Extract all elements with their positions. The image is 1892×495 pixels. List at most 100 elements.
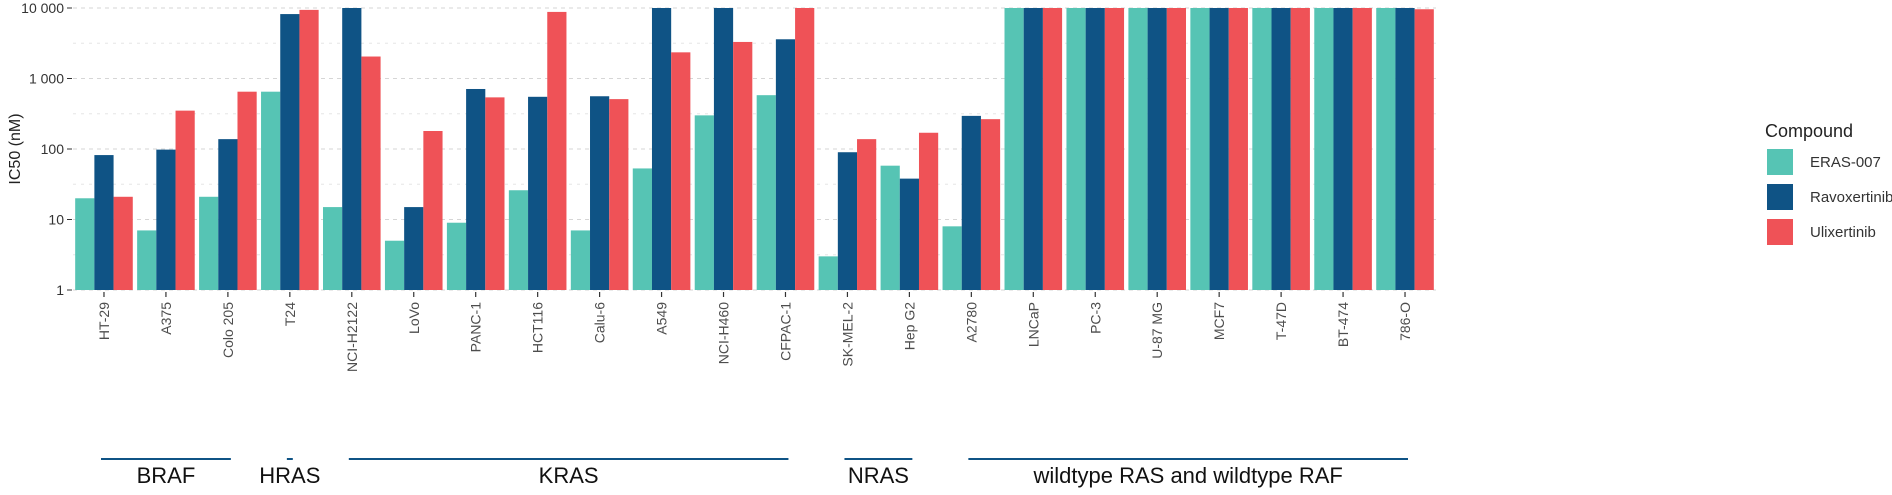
legend-swatch [1767, 219, 1793, 245]
bar-ulixertinib-t24 [299, 9, 319, 290]
bar-eras-007-786-o [1376, 8, 1396, 290]
bar-ravoxertinib-colo-205 [218, 139, 238, 290]
bar-eras-007-cfpac-1 [756, 95, 776, 290]
bar-ravoxertinib-panc-1 [466, 88, 486, 290]
bar-ulixertinib-pc-3 [1104, 8, 1125, 290]
y-axis-title: IC50 (nM) [7, 113, 24, 184]
x-tick-label: PC-3 [1087, 302, 1103, 334]
x-tick-label: A375 [158, 302, 174, 335]
group-label: wildtype RAS and wildtype RAF [1033, 463, 1343, 488]
legend-label: Ravoxertinib [1810, 189, 1892, 206]
x-tick-label: SK-MEL-2 [839, 302, 855, 367]
bar-ulixertinib-nci-h2122 [361, 56, 381, 291]
bar-eras-007-pc-3 [1066, 8, 1086, 290]
bar-eras-007-hct116 [508, 190, 529, 290]
bars-layer [75, 8, 1434, 291]
bar-ulixertinib-nci-h460 [733, 41, 753, 291]
y-tick-label: 100 [41, 141, 65, 157]
bar-ravoxertinib-mcf7 [1209, 8, 1229, 290]
bar-ulixertinib-hct116 [547, 11, 567, 291]
bar-eras-007-nci-h460 [694, 115, 714, 291]
bar-ravoxertinib-sk-mel-2 [837, 152, 858, 290]
bar-eras-007-hep-g2 [880, 165, 900, 290]
bar-eras-007-sk-mel-2 [818, 256, 838, 290]
y-tick-label: 1 000 [29, 71, 64, 87]
bar-ulixertinib-sk-mel-2 [857, 139, 877, 290]
bar-eras-007-t24 [261, 91, 281, 290]
bar-ravoxertinib-lovo [404, 207, 424, 290]
legend-title: Compound [1765, 121, 1853, 141]
bar-ulixertinib-hep-g2 [918, 132, 939, 290]
bar-ravoxertinib-ht-29 [94, 155, 114, 290]
bar-ulixertinib-a375 [175, 110, 195, 290]
y-tick-label: 10 000 [21, 0, 64, 16]
bar-eras-007-lovo [384, 240, 405, 290]
bar-eras-007-u-87-mg [1128, 8, 1148, 290]
bar-ravoxertinib-pc-3 [1085, 8, 1105, 290]
group-label: NRAS [848, 463, 909, 488]
bar-ravoxertinib-a549 [651, 8, 672, 290]
bar-ravoxertinib-nci-h460 [713, 8, 734, 290]
x-tick-label: Calu-6 [592, 302, 608, 343]
x-tick-label: HT-29 [96, 302, 112, 340]
bar-ulixertinib-colo-205 [237, 91, 257, 290]
bar-ulixertinib-t-47d [1290, 8, 1310, 290]
bar-ravoxertinib-a375 [156, 149, 176, 290]
x-tick-label: Hep G2 [901, 302, 917, 350]
legend-label: Ulixertinib [1810, 224, 1876, 241]
bar-eras-007-bt-474 [1314, 8, 1334, 290]
bar-ulixertinib-calu-6 [609, 99, 629, 290]
legend-layer: Compound ERAS-007 Ravoxertinib Ulixertinib [1765, 121, 1892, 245]
bar-ravoxertinib-786-o [1395, 8, 1415, 290]
bar-ulixertinib-a2780 [980, 119, 1001, 290]
group-label: HRAS [259, 463, 320, 488]
x-tick-label: 786-O [1397, 302, 1413, 341]
bar-ravoxertinib-lncap [1023, 8, 1043, 290]
x-tick-label: U-87 MG [1149, 302, 1165, 359]
bar-eras-007-nci-h2122 [322, 207, 343, 290]
x-tick-label: HCT116 [530, 302, 546, 353]
bar-eras-007-t-47d [1252, 8, 1272, 290]
bar-ulixertinib-bt-474 [1352, 8, 1372, 290]
bar-ravoxertinib-nci-h2122 [342, 8, 362, 290]
bar-ulixertinib-u-87-mg [1166, 8, 1187, 290]
bar-ulixertinib-panc-1 [485, 97, 505, 290]
bar-eras-007-calu-6 [570, 230, 591, 290]
bar-ulixertinib-lncap [1042, 8, 1063, 290]
x-tick-label: A2780 [963, 302, 979, 343]
axis-layer: 1 10 100 1 000 10 000 HT-29 A375 Colo 205 T24 NCI… [7, 0, 1413, 372]
x-tick-label: Colo 205 [220, 302, 236, 358]
bar-eras-007-a2780 [942, 226, 962, 290]
bar-ulixertinib-786-o [1414, 9, 1434, 290]
x-tick-label: NCI-H2122 [344, 302, 360, 372]
y-tick-label: 1 [56, 282, 64, 298]
bar-eras-007-ht-29 [75, 198, 95, 290]
bar-ravoxertinib-t24 [280, 14, 300, 291]
bar-ravoxertinib-u-87-mg [1147, 8, 1167, 290]
group-label: KRAS [539, 463, 599, 488]
bar-ulixertinib-mcf7 [1228, 8, 1248, 290]
bar-ulixertinib-a549 [671, 52, 691, 290]
x-tick-label: LoVo [406, 302, 422, 334]
bar-ravoxertinib-bt-474 [1333, 8, 1353, 290]
x-tick-label: BT-474 [1335, 302, 1351, 347]
x-tick-label: NCI-H460 [716, 302, 732, 364]
x-tick-label: LNCaP [1025, 302, 1041, 347]
group-layer: BRAF HRAS KRAS NRAS wildtype RAS and wildtyp… [101, 458, 1408, 488]
legend-swatch [1767, 149, 1793, 175]
bar-eras-007-a375 [137, 230, 157, 290]
x-tick-label: MCF7 [1211, 302, 1227, 340]
x-tick-label: T24 [282, 302, 298, 326]
x-tick-label: CFPAC-1 [777, 302, 793, 361]
bar-ulixertinib-ht-29 [113, 196, 133, 290]
bar-ravoxertinib-t-47d [1271, 8, 1291, 290]
bar-eras-007-lncap [1004, 8, 1024, 290]
bar-ulixertinib-cfpac-1 [795, 8, 815, 290]
x-tick-label: A549 [654, 302, 670, 335]
bar-ravoxertinib-hep-g2 [899, 178, 919, 290]
bar-ravoxertinib-a2780 [961, 115, 981, 290]
legend-label: ERAS-007 [1810, 154, 1881, 171]
bar-eras-007-mcf7 [1190, 8, 1210, 290]
